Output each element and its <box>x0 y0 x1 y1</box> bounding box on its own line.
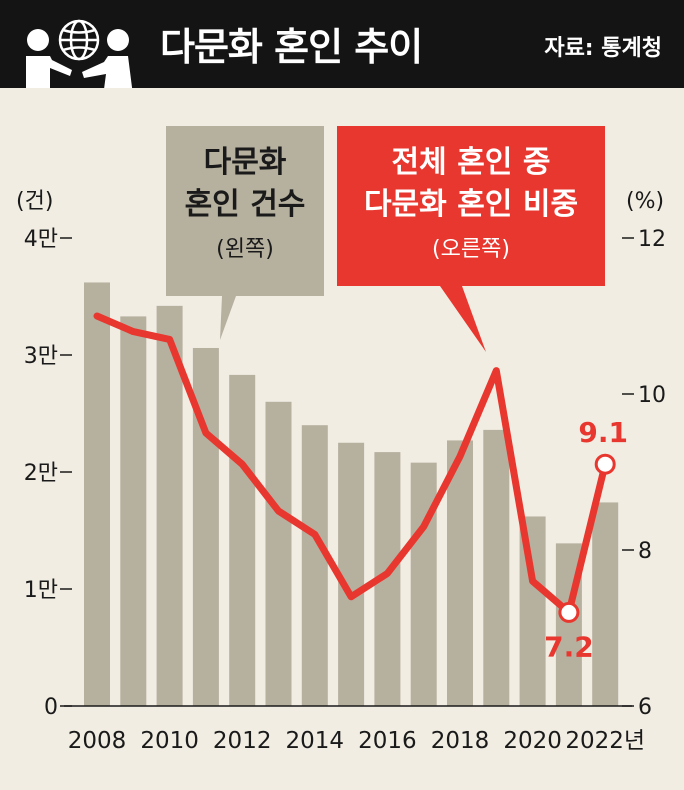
left-axis-unit: (건) <box>16 189 53 214</box>
people-globe-icon <box>26 19 133 88</box>
left-tick-label: 0 <box>44 695 58 720</box>
data-label: 7.2 <box>544 630 594 663</box>
right-tick-label: 6 <box>638 695 652 720</box>
x-tick-label: 2016 <box>358 728 417 754</box>
bar <box>410 462 437 706</box>
bar <box>265 401 292 706</box>
bar <box>483 429 510 706</box>
callout-line: 다문화 혼인 비중 <box>364 187 578 222</box>
callout-line: 혼인 건수 <box>185 187 306 222</box>
bar <box>120 316 147 706</box>
x-tick-label: 2022년 <box>565 728 645 754</box>
x-tick-label: 2008 <box>68 728 127 754</box>
x-tick-label: 2018 <box>431 728 490 754</box>
bar <box>84 282 110 706</box>
x-tick-label: 2012 <box>213 728 272 754</box>
right-axis-unit: (%) <box>626 189 664 214</box>
callout-note: (왼쪽) <box>216 237 274 262</box>
series-line-ratio <box>93 312 609 616</box>
right-tick-label: 10 <box>638 383 666 408</box>
bar <box>592 502 619 706</box>
left-tick-label: 1만 <box>24 578 58 603</box>
bar <box>338 442 365 706</box>
page-title: 다문화 혼인 추이 <box>160 25 423 69</box>
x-tick-label: 2020 <box>503 728 562 754</box>
data-label: 9.1 <box>578 416 628 449</box>
left-tick-label: 4만 <box>24 227 58 252</box>
bar <box>447 440 473 706</box>
data-point-marker <box>594 453 616 475</box>
header-bar: 다문화 혼인 추이 자료: 통계청 <box>0 0 684 88</box>
callout-box-line-series <box>337 126 605 352</box>
bar <box>301 425 328 706</box>
callout-line: 다문화 <box>204 145 287 180</box>
left-tick-label: 2만 <box>24 461 58 486</box>
callout-box-bar-series <box>166 126 324 340</box>
right-tick-label: 8 <box>638 539 652 564</box>
callout-line: 전체 혼인 중 <box>392 145 551 180</box>
left-tick-label: 3만 <box>24 344 58 369</box>
data-point-marker <box>558 601 580 623</box>
source-label: 자료: 통계청 <box>544 36 662 61</box>
callout-note: (오른쪽) <box>432 237 510 262</box>
right-tick-label: 12 <box>638 227 666 252</box>
bar <box>229 374 256 706</box>
x-tick-label: 2010 <box>140 728 199 754</box>
x-tick-label: 2014 <box>286 728 345 754</box>
bar <box>156 305 183 706</box>
